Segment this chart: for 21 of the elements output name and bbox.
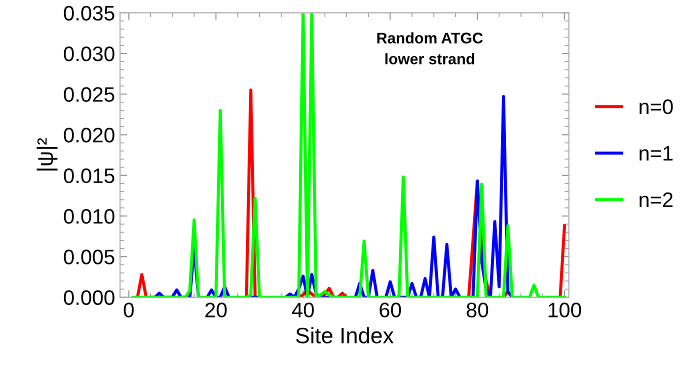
legend-label: n=2 (640, 192, 673, 207)
legend-label: n=1 (640, 146, 673, 160)
x-tick-label: 80 (466, 302, 488, 318)
x-tick-label: 100 (548, 302, 582, 318)
y-tick-label: 0.020 (64, 128, 114, 142)
y-tick-label: 0.035 (64, 6, 114, 21)
y-tick-label: 0.015 (64, 168, 114, 184)
y-tick-label: 0.010 (64, 209, 114, 224)
x-tick-label: 40 (292, 302, 314, 318)
x-tick-label: 0 (124, 302, 134, 318)
x-tick-label: 20 (205, 302, 227, 318)
x-tick-label: 60 (380, 302, 401, 318)
y-tick-label: 0.000 (64, 290, 114, 306)
y-tick-label: 0.005 (64, 250, 114, 264)
legend-label: n=0 (640, 99, 673, 114)
annotation: Random ATGC lower strand (377, 32, 483, 64)
y-axis-title: |ψ|² (36, 138, 58, 170)
x-axis-title: Site Index (296, 327, 394, 344)
line-series (132, 12, 566, 298)
y-tick-label: 0.025 (64, 87, 114, 102)
y-tick-label: 0.030 (64, 46, 114, 62)
